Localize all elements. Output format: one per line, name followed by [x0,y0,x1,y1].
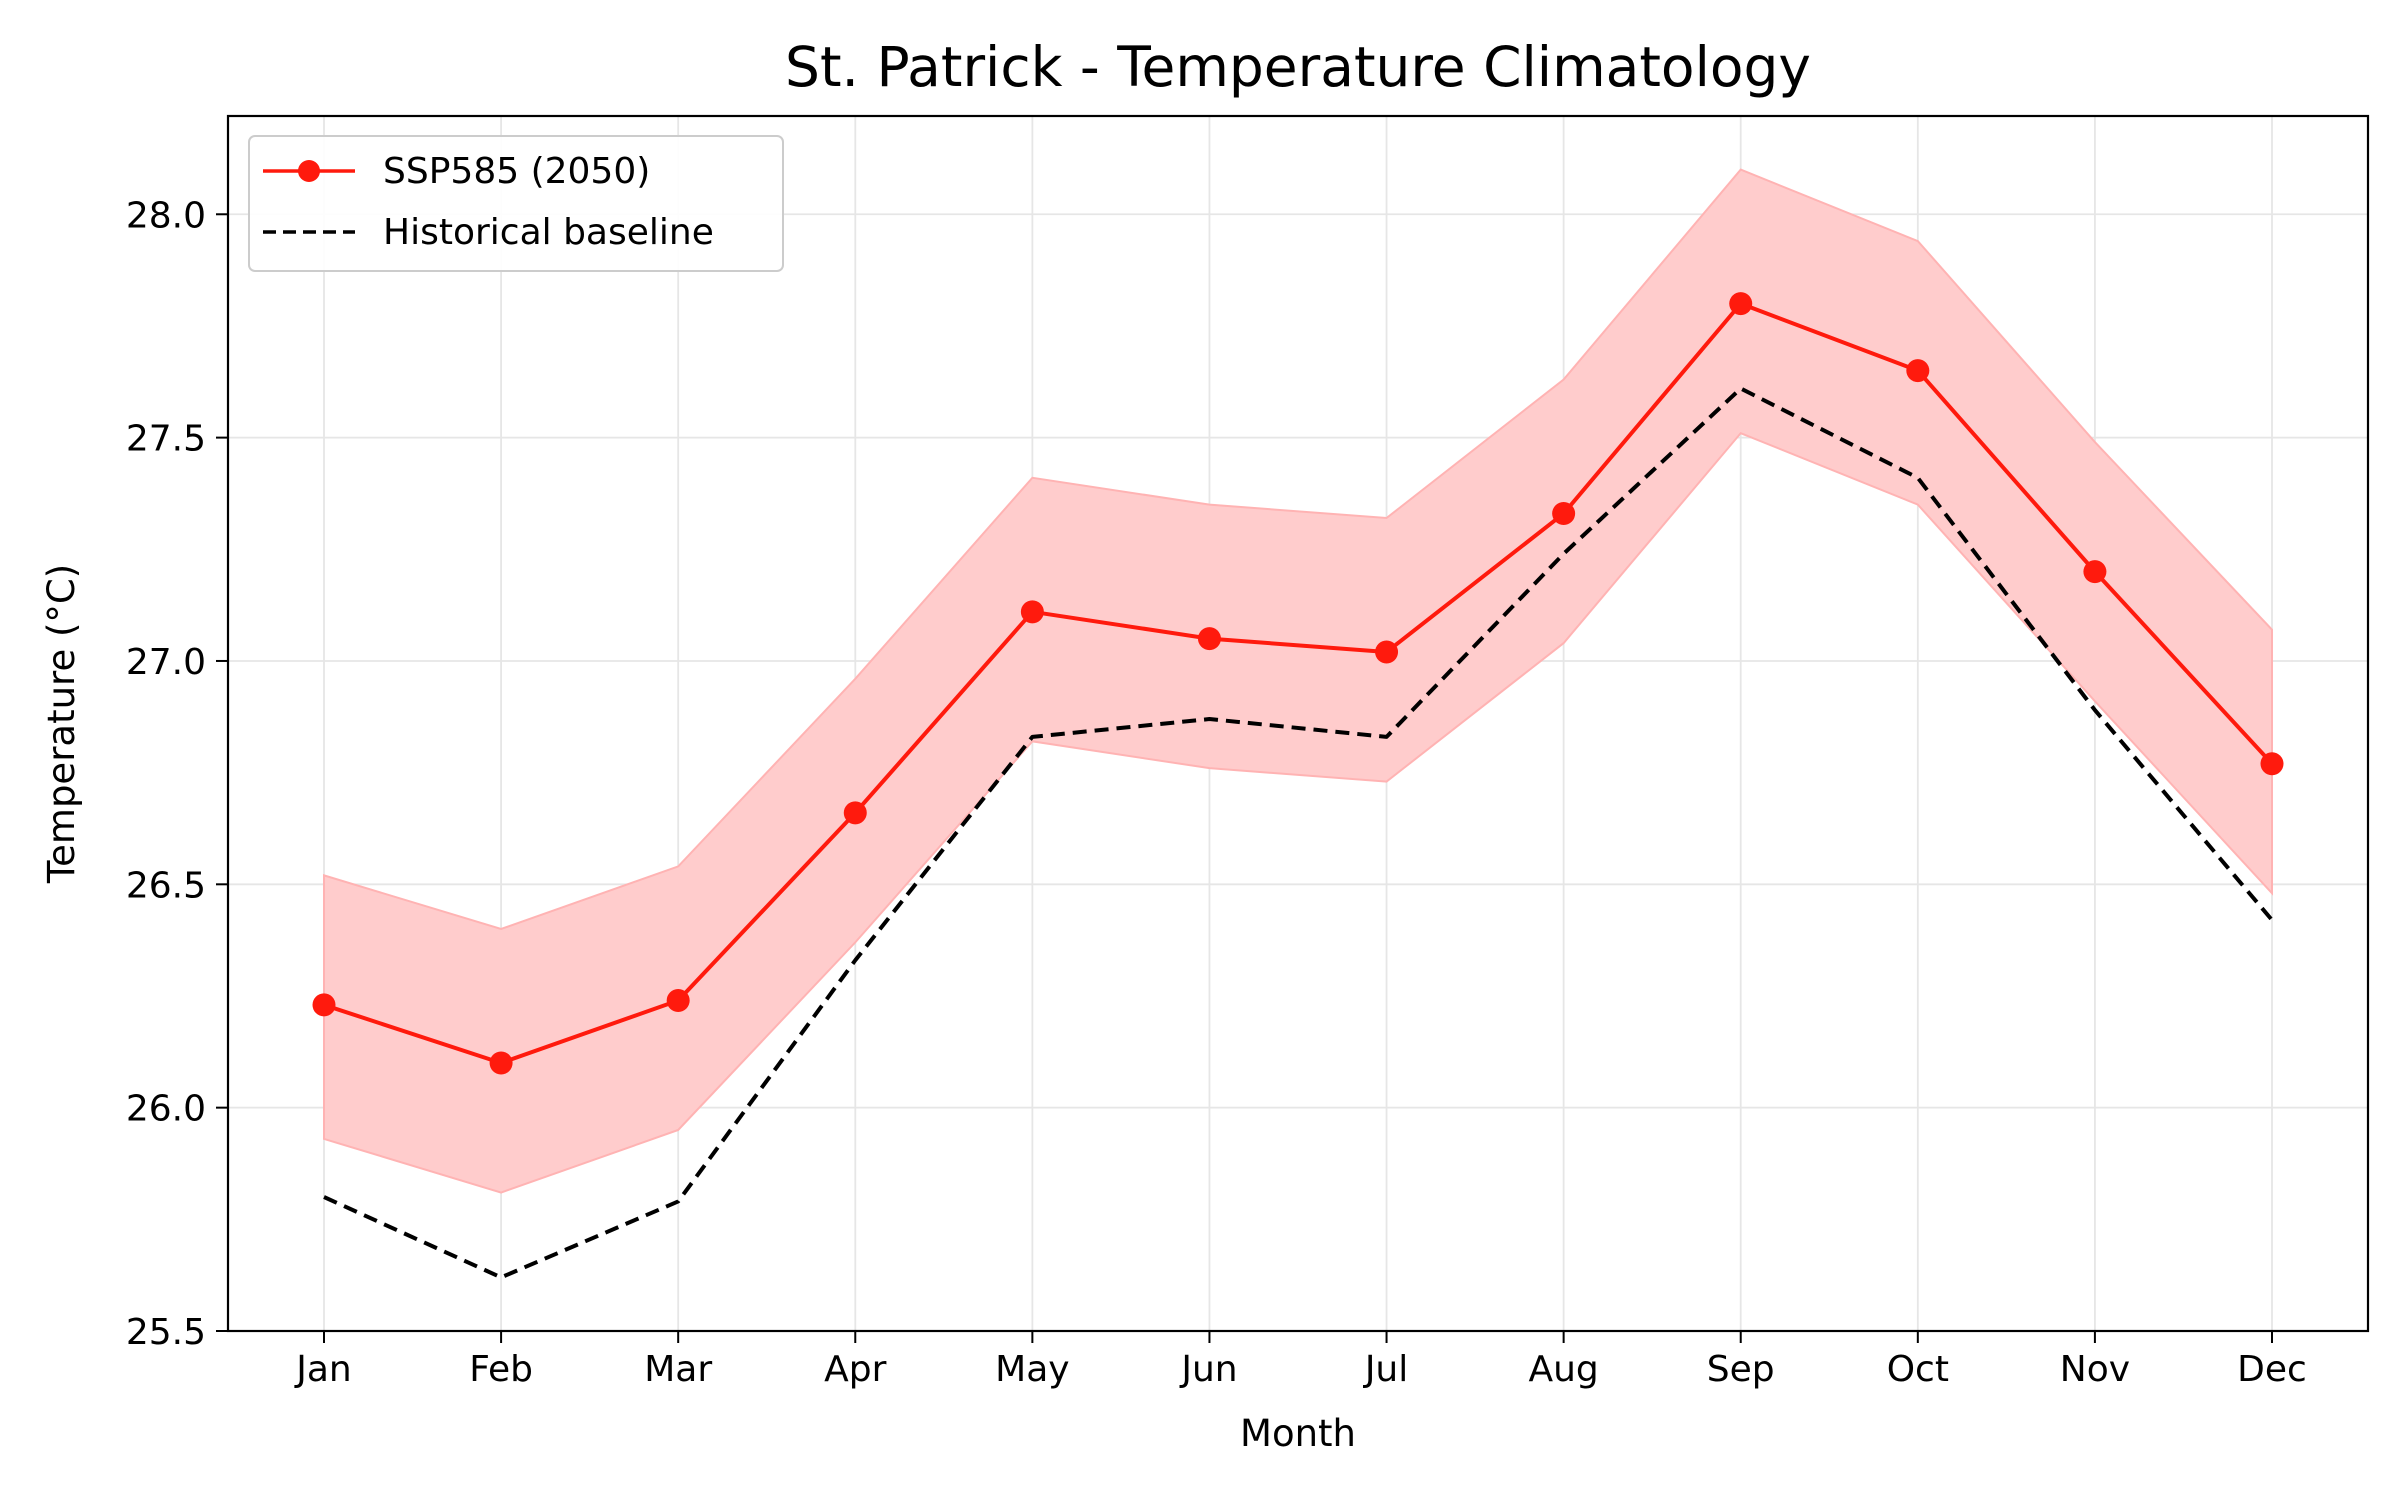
y-tick-label: 27.5 [126,419,206,460]
y-axis-label: Temperature (°C) [40,564,83,884]
x-tick-label: Sep [1707,1349,1775,1390]
x-tick-label: Nov [2060,1349,2130,1390]
series-lines-layer [323,301,2274,1280]
uncertainty-band-ssp585 [323,168,2273,1194]
x-tick-label: Mar [644,1349,712,1390]
x-tick-label: Jan [294,1349,352,1390]
legend-label-ssp585: SSP585 (2050) [383,151,650,192]
series-markers-layer [312,292,2284,1075]
data-point-ssp585 [1020,600,1044,624]
x-tick-label: Oct [1887,1349,1949,1390]
y-tick-label: 27.0 [126,642,206,683]
data-point-ssp585 [1729,292,1753,316]
x-tick-label: Apr [824,1349,886,1390]
y-axis-ticks: 25.5 26.0 26.5 27.0 27.5 28.0 [126,195,228,1353]
x-axis-label: Month [1240,1412,1356,1455]
data-point-ssp585 [2083,560,2107,584]
y-tick-label: 25.5 [126,1312,206,1353]
data-point-ssp585 [666,988,690,1012]
chart-title: St. Patrick - Temperature Climatology [785,35,1811,99]
x-tick-label: Feb [469,1349,533,1390]
x-tick-label: Jul [1363,1349,1408,1390]
y-tick-label: 26.0 [126,1089,206,1130]
data-point-ssp585 [1906,359,1930,383]
uncertainty-band-layer [323,168,2273,1194]
y-tick-label: 28.0 [126,195,206,236]
data-point-ssp585 [843,801,867,825]
plot-frame [226,114,2370,1333]
series-line-historical [323,386,2274,1280]
x-tick-label: Aug [1528,1349,1598,1390]
legend-box [248,135,784,272]
data-point-ssp585 [489,1051,513,1075]
legend: SSP585 (2050) Historical baseline [248,135,784,272]
x-tick-label: May [995,1349,1069,1390]
data-point-ssp585 [1197,627,1221,651]
data-point-ssp585 [2260,752,2284,776]
x-tick-label: Jun [1179,1349,1237,1390]
legend-label-historical: Historical baseline [383,212,714,253]
data-point-ssp585 [1552,502,1576,526]
y-tick-label: 26.5 [126,865,206,906]
data-point-ssp585 [1375,640,1399,664]
x-axis-ticks: Jan Feb Mar Apr May Jun Jul Aug Sep Oct Nov Dec [294,1331,2307,1390]
x-tick-label: Dec [2237,1349,2307,1390]
series-line-ssp585 [323,301,2274,1065]
data-point-ssp585 [312,993,336,1017]
legend-swatch-ssp585-marker [298,160,320,182]
